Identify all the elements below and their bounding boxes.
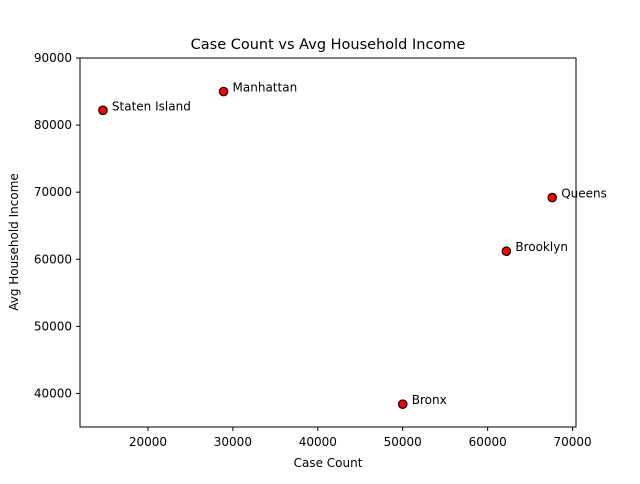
- y-axis-label: Avg Household Income: [7, 173, 21, 311]
- x-tick-label: 40000: [299, 435, 337, 449]
- x-axis-ticks: 20000 30000 40000 50000 60000 70000: [129, 427, 592, 449]
- x-axis-label: Case Count: [294, 456, 363, 470]
- data-point: [501, 246, 512, 257]
- data-point-label: Queens: [561, 187, 607, 201]
- y-tick-label: 60000: [34, 252, 72, 266]
- y-tick-label: 80000: [34, 118, 72, 132]
- data-points: [98, 86, 558, 409]
- data-point: [98, 105, 108, 116]
- y-axis-ticks: 40000 50000 60000 70000 80000 90000: [34, 51, 80, 400]
- data-point-label: Manhattan: [233, 81, 298, 95]
- y-tick-label: 50000: [34, 319, 72, 333]
- data-point: [397, 399, 408, 409]
- data-point-label: Staten Island: [112, 99, 191, 113]
- x-tick-label: 30000: [214, 435, 252, 449]
- data-point: [547, 192, 558, 203]
- data-point: [218, 86, 229, 97]
- data-point-label: Brooklyn: [515, 240, 568, 254]
- y-tick-label: 70000: [34, 185, 72, 199]
- x-tick-label: 70000: [554, 435, 592, 449]
- chart-title: Case Count vs Avg Household Income: [191, 37, 466, 53]
- x-tick-label: 50000: [384, 435, 422, 449]
- plot-area-frame: [79, 57, 577, 428]
- x-tick-label: 20000: [129, 435, 167, 449]
- data-point-labels: Staten Island Manhattan Queens Brooklyn Bron…: [112, 81, 607, 408]
- y-tick-label: 40000: [34, 386, 72, 400]
- x-tick-label: 60000: [469, 435, 507, 449]
- y-tick-label: 90000: [34, 51, 72, 65]
- data-point-label: Bronx: [412, 393, 447, 407]
